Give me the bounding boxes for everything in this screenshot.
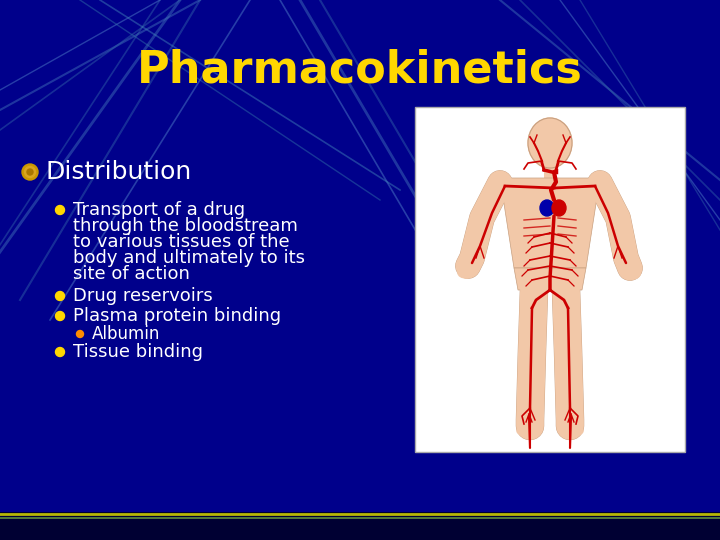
Text: Drug reservoirs: Drug reservoirs bbox=[73, 287, 212, 305]
Text: Distribution: Distribution bbox=[46, 160, 192, 184]
Ellipse shape bbox=[517, 426, 539, 436]
Ellipse shape bbox=[552, 200, 566, 216]
Ellipse shape bbox=[624, 269, 640, 279]
Polygon shape bbox=[500, 178, 600, 268]
Polygon shape bbox=[514, 268, 586, 290]
Text: through the bloodstream: through the bloodstream bbox=[73, 217, 298, 235]
Text: Plasma protein binding: Plasma protein binding bbox=[73, 307, 281, 325]
Circle shape bbox=[55, 348, 65, 356]
Circle shape bbox=[24, 166, 35, 178]
Circle shape bbox=[22, 164, 38, 180]
Ellipse shape bbox=[528, 118, 572, 168]
Text: Tissue binding: Tissue binding bbox=[73, 343, 203, 361]
Text: to various tissues of the: to various tissues of the bbox=[73, 233, 289, 251]
Circle shape bbox=[55, 292, 65, 300]
Ellipse shape bbox=[561, 426, 583, 436]
Circle shape bbox=[55, 312, 65, 321]
Text: body and ultimately to its: body and ultimately to its bbox=[73, 249, 305, 267]
Ellipse shape bbox=[540, 200, 554, 216]
Circle shape bbox=[55, 206, 65, 214]
Text: Transport of a drug: Transport of a drug bbox=[73, 201, 245, 219]
Bar bbox=[544, 168, 556, 178]
Circle shape bbox=[76, 330, 84, 338]
Ellipse shape bbox=[458, 268, 474, 278]
Circle shape bbox=[27, 169, 33, 175]
Bar bbox=[415, 107, 685, 452]
Text: site of action: site of action bbox=[73, 265, 190, 283]
Bar bbox=[0, 512, 720, 540]
Text: Pharmacokinetics: Pharmacokinetics bbox=[137, 49, 583, 91]
Text: Albumin: Albumin bbox=[92, 325, 161, 343]
